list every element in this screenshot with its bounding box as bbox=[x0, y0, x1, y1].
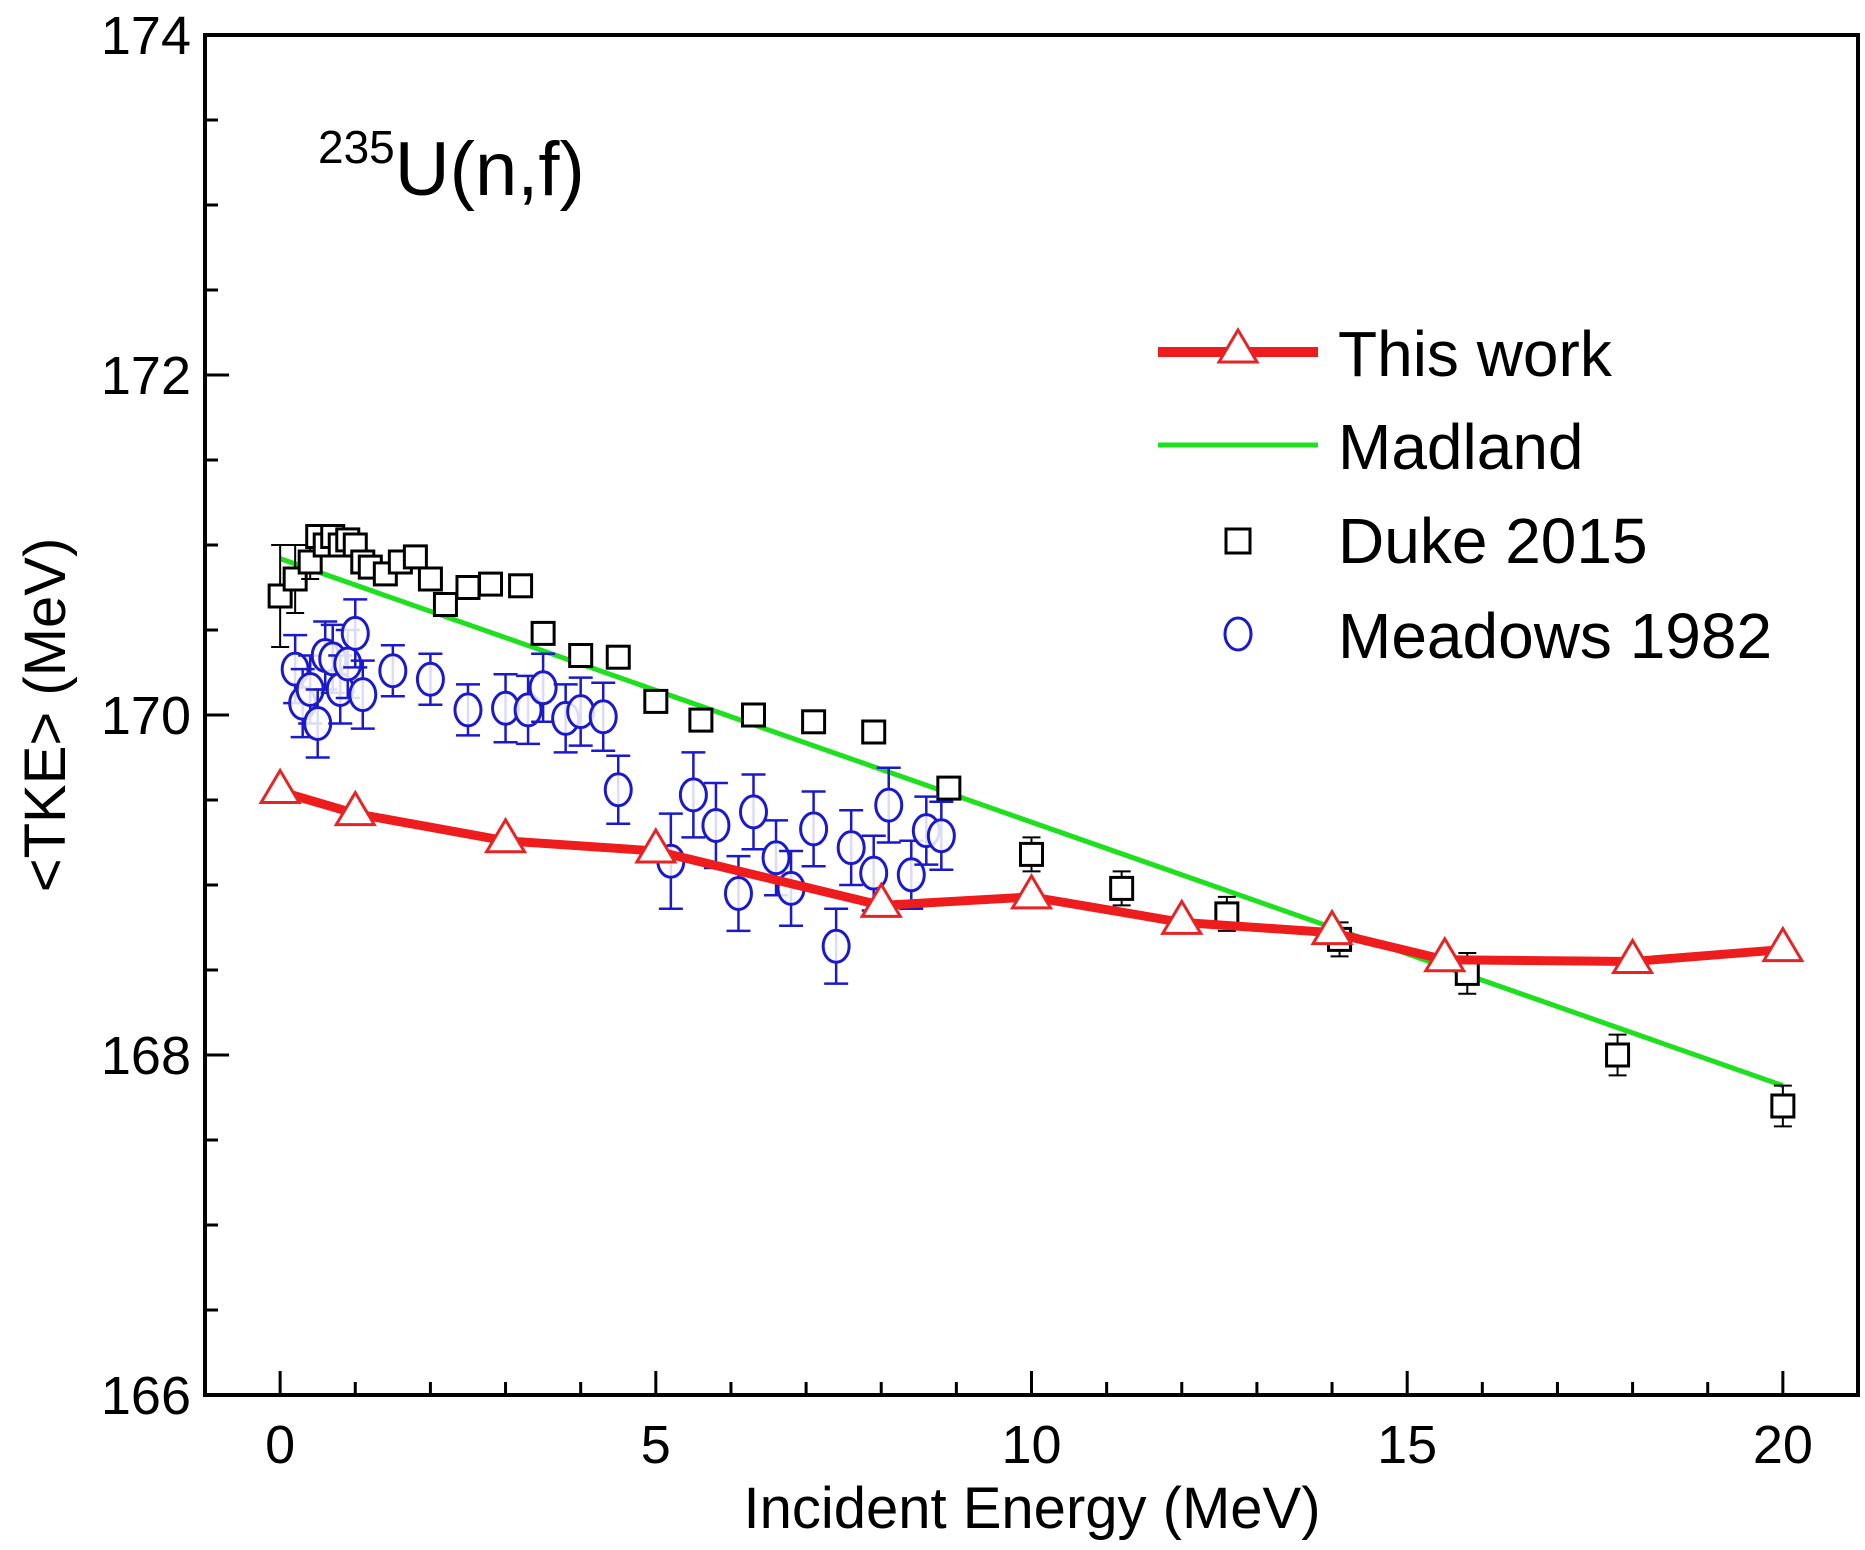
x-tick-label: 0 bbox=[265, 1415, 295, 1475]
plot-frame bbox=[203, 33, 1860, 1397]
meadows-1982-point bbox=[340, 615, 370, 651]
x-tick-label: 5 bbox=[641, 1415, 671, 1475]
meadows-1982-point bbox=[588, 699, 618, 735]
meadows-1982-point bbox=[926, 818, 956, 854]
meadows-1982-point bbox=[678, 777, 708, 813]
meadows-1982-point bbox=[896, 857, 926, 893]
this-work-point bbox=[258, 767, 302, 804]
y-tick-label: 172 bbox=[101, 346, 191, 406]
meadows-1982-point bbox=[874, 787, 904, 823]
legend: This work Madland Duke 2015 Meadows 1982 bbox=[1158, 318, 1772, 672]
legend-this-work-label: This work bbox=[1338, 318, 1613, 390]
duke-2015-point bbox=[605, 644, 631, 670]
meadows-1982-point bbox=[723, 876, 753, 911]
x-axis-title: Incident Energy (MeV) bbox=[743, 1476, 1320, 1541]
legend-duke-2015-marker bbox=[1224, 527, 1252, 555]
duke-2015-point bbox=[936, 775, 962, 801]
x-tick-label: 10 bbox=[1001, 1415, 1061, 1475]
this-work-point bbox=[1009, 872, 1054, 910]
y-tick-label: 166 bbox=[101, 1366, 191, 1426]
meadows-1982-point bbox=[821, 928, 851, 964]
duke-2015-point bbox=[478, 571, 504, 597]
meadows-1982-point bbox=[453, 692, 483, 728]
duke-2015-point bbox=[417, 566, 443, 592]
duke-2015-point bbox=[568, 643, 594, 668]
this-work-point bbox=[1310, 908, 1354, 946]
duke-2015-point bbox=[1019, 841, 1044, 867]
meadows-1982-point bbox=[378, 653, 408, 689]
legend-madland-label: Madland bbox=[1338, 411, 1584, 483]
duke-2015-point bbox=[1109, 875, 1135, 901]
x-tick-label: 20 bbox=[1753, 1415, 1813, 1475]
legend-this-work-marker bbox=[1216, 327, 1260, 364]
legend-item-madland: Madland bbox=[1158, 411, 1584, 483]
meadows-1982-point bbox=[348, 677, 378, 713]
this-work-point bbox=[483, 816, 528, 854]
this-work-point bbox=[1610, 937, 1655, 974]
duke-2015-point bbox=[1605, 1042, 1631, 1068]
this-work-point bbox=[1160, 898, 1204, 935]
meadows-1982-point bbox=[761, 840, 791, 876]
duke-2015-point bbox=[1770, 1093, 1796, 1119]
this-work-point bbox=[859, 881, 903, 918]
reaction-annotation-superscript: 235 bbox=[318, 121, 395, 173]
duke-2015-point bbox=[530, 620, 556, 646]
plot-data bbox=[258, 524, 1805, 1128]
duke-2015-point bbox=[643, 688, 669, 714]
reaction-annotation-text: U(n,f) bbox=[395, 127, 585, 212]
legend-duke-2015-label: Duke 2015 bbox=[1338, 505, 1648, 577]
reaction-annotation: 235U(n,f) bbox=[318, 121, 585, 212]
meadows-1982-point bbox=[303, 706, 333, 741]
this-work-point bbox=[333, 789, 377, 827]
this-work-point bbox=[1423, 935, 1467, 973]
duke-2015-point bbox=[801, 709, 827, 735]
this-work-point bbox=[634, 827, 678, 864]
y-axis-title: <TKE> (MeV) bbox=[13, 538, 78, 893]
axis-ticks: 0 5 10 15 20 166 168 170 172 174 bbox=[101, 6, 1813, 1475]
y-tick-label: 170 bbox=[101, 686, 191, 746]
duke-2015-point bbox=[861, 719, 887, 745]
x-tick-label: 15 bbox=[1377, 1415, 1437, 1475]
legend-item-duke-2015: Duke 2015 bbox=[1224, 505, 1648, 577]
meadows-1982-point bbox=[415, 661, 445, 697]
meadows-1982-point bbox=[836, 830, 866, 866]
legend-item-meadows-1982: Meadows 1982 bbox=[1223, 600, 1772, 672]
meadows-1982-point bbox=[603, 772, 633, 808]
duke-2015-point bbox=[455, 575, 481, 600]
meadows-1982-point bbox=[528, 670, 558, 706]
meadows-1982-point bbox=[799, 811, 829, 847]
legend-item-this-work: This work bbox=[1158, 318, 1613, 390]
legend-meadows-1982-marker bbox=[1223, 616, 1253, 652]
duke-2015-point bbox=[402, 544, 428, 570]
meadows-1982-point bbox=[738, 794, 768, 830]
duke-2015-point bbox=[432, 592, 458, 617]
meadows-1982-point bbox=[333, 646, 363, 682]
duke-2015-point bbox=[688, 707, 714, 733]
y-tick-label: 168 bbox=[101, 1026, 191, 1086]
y-tick-label: 174 bbox=[101, 6, 191, 66]
meadows-1982-point bbox=[859, 855, 889, 891]
this-work-point bbox=[1761, 925, 1805, 963]
madland-line bbox=[279, 556, 1784, 1088]
legend-meadows-1982-label: Meadows 1982 bbox=[1338, 600, 1772, 672]
meadows-1982-point bbox=[701, 808, 731, 843]
duke-2015-point bbox=[508, 573, 534, 599]
duke-2015-point bbox=[740, 702, 766, 728]
